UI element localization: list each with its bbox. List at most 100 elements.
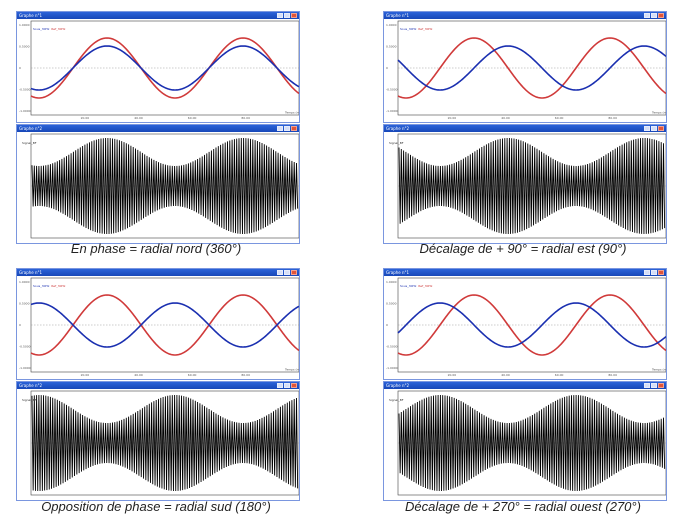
window-title: Graphe n°2 bbox=[19, 126, 43, 131]
panel-est: Graphe n°1 1.0000 0.5000 0 -0.5000 -1.0000 20.… bbox=[383, 11, 667, 246]
close-button[interactable] bbox=[291, 126, 297, 131]
variable-signal-line bbox=[397, 302, 666, 348]
x-tick-label: 40.00 bbox=[501, 116, 510, 120]
maximize-button[interactable] bbox=[284, 270, 290, 275]
legend-blue: Sous_30Hz bbox=[400, 284, 417, 288]
bottom-legend: Signal_BF bbox=[389, 398, 404, 402]
reference-signal-line bbox=[397, 294, 666, 356]
x-tick-label: 40.00 bbox=[134, 116, 143, 120]
y-tick-label: 0.5000 bbox=[386, 45, 397, 49]
window-titlebar[interactable]: Graphe n°1 bbox=[17, 12, 299, 19]
panel-sud: Graphe n°1 1.0000 0.5000 0 -0.5000 -1.0000 20.… bbox=[16, 268, 300, 503]
maximize-button[interactable] bbox=[651, 13, 657, 18]
close-button[interactable] bbox=[291, 270, 297, 275]
legend-blue: Sous_30Hz bbox=[33, 27, 50, 31]
graph-window-sine[interactable]: Graphe n°1 1.0000 0.5000 0 -0.5000 -1.0000 20.… bbox=[16, 11, 300, 123]
y-tick-label: 1.0000 bbox=[19, 23, 30, 27]
y-tick-label: -1.0000 bbox=[386, 366, 398, 370]
minimize-button[interactable] bbox=[277, 270, 283, 275]
minimize-button[interactable] bbox=[644, 126, 650, 131]
plot-area: 1.0000 0.5000 0 -0.5000 -1.0000 20.00 40.00 60.… bbox=[17, 276, 299, 379]
legend: Sous_30Hz Ref_30Hz bbox=[400, 27, 432, 31]
x-tick-label: 60.00 bbox=[555, 373, 564, 377]
window-titlebar[interactable]: Graphe n°1 bbox=[384, 12, 666, 19]
y-tick-label: 1.0000 bbox=[19, 280, 30, 284]
close-button[interactable] bbox=[658, 383, 664, 388]
sine-plot: 1.0000 0.5000 0 -0.5000 -1.0000 20.00 40.00 60.… bbox=[19, 20, 299, 120]
graph-window-modulated[interactable]: Graphe n°2 Signal_BF bbox=[16, 124, 300, 244]
graph-window-modulated[interactable]: Graphe n°2 Signal_BF bbox=[383, 124, 667, 244]
y-tick-label: 0.5000 bbox=[19, 302, 30, 306]
maximize-button[interactable] bbox=[651, 270, 657, 275]
bottom-legend: Signal_BF bbox=[389, 141, 404, 145]
window-titlebar[interactable]: Graphe n°2 bbox=[384, 382, 666, 389]
window-title: Graphe n°1 bbox=[19, 270, 43, 275]
window-titlebar[interactable]: Graphe n°1 bbox=[17, 269, 299, 276]
y-tick-label: -1.0000 bbox=[386, 109, 398, 113]
legend: Sous_30Hz Ref_30Hz bbox=[33, 27, 65, 31]
caption-nord: En phase = radial nord (360°) bbox=[70, 241, 242, 256]
variable-signal-line bbox=[30, 302, 299, 348]
maximize-button[interactable] bbox=[284, 383, 290, 388]
y-tick-label: -1.0000 bbox=[19, 366, 31, 370]
y-tick-label: -0.5000 bbox=[19, 345, 31, 349]
legend: Sous_30Hz Ref_30Hz bbox=[33, 284, 65, 288]
window-titlebar[interactable]: Graphe n°2 bbox=[17, 125, 299, 132]
maximize-button[interactable] bbox=[284, 13, 290, 18]
close-button[interactable] bbox=[291, 383, 297, 388]
y-tick-label: -0.5000 bbox=[386, 345, 398, 349]
legend-blue: Sous_30Hz bbox=[33, 284, 50, 288]
minimize-button[interactable] bbox=[644, 270, 650, 275]
legend-blue: Sous_30Hz bbox=[400, 27, 417, 31]
modulated-plot bbox=[30, 390, 299, 496]
minimize-button[interactable] bbox=[644, 13, 650, 18]
plot-area: Signal_BF bbox=[17, 132, 299, 243]
legend-red: Ref_30Hz bbox=[51, 27, 66, 31]
window-title: Graphe n°2 bbox=[386, 383, 410, 388]
sine-plot: 1.0000 0.5000 0 -0.5000 -1.0000 20.00 40.00 60.… bbox=[386, 277, 666, 377]
graph-window-modulated[interactable]: Graphe n°2 Signal_BF bbox=[16, 381, 300, 501]
close-button[interactable] bbox=[658, 13, 664, 18]
modulated-signal-trace bbox=[31, 394, 299, 491]
x-tick-label: 20.00 bbox=[448, 116, 457, 120]
close-button[interactable] bbox=[658, 270, 664, 275]
close-button[interactable] bbox=[658, 126, 664, 131]
minimize-button[interactable] bbox=[644, 383, 650, 388]
minimize-button[interactable] bbox=[277, 13, 283, 18]
minimize-button[interactable] bbox=[277, 126, 283, 131]
y-tick-label: 0 bbox=[19, 323, 21, 327]
window-titlebar[interactable]: Graphe n°2 bbox=[384, 125, 666, 132]
window-titlebar[interactable]: Graphe n°2 bbox=[17, 382, 299, 389]
graph-window-sine[interactable]: Graphe n°1 1.0000 0.5000 0 -0.5000 -1.0000 20.… bbox=[383, 11, 667, 123]
graph-window-sine[interactable]: Graphe n°1 1.0000 0.5000 0 -0.5000 -1.0000 20.… bbox=[383, 268, 667, 380]
modulated-signal-trace bbox=[31, 138, 299, 235]
graph-window-modulated[interactable]: Graphe n°2 Signal_BF bbox=[383, 381, 667, 501]
maximize-button[interactable] bbox=[651, 383, 657, 388]
caption-ouest: Décalage de + 270° = radial ouest (270°) bbox=[405, 499, 641, 514]
plot-area: Signal_BF bbox=[384, 132, 666, 243]
x-tick-label: 20.00 bbox=[81, 373, 90, 377]
bottom-legend: Signal_BF bbox=[22, 141, 37, 145]
panel-ouest: Graphe n°1 1.0000 0.5000 0 -0.5000 -1.0000 20.… bbox=[383, 268, 667, 503]
caption-est: Décalage de + 90° = radial est (90°) bbox=[419, 241, 627, 256]
modulated-plot bbox=[30, 133, 299, 239]
sine-plot: 1.0000 0.5000 0 -0.5000 -1.0000 20.00 40.00 60.… bbox=[19, 277, 299, 377]
y-tick-label: 1.0000 bbox=[386, 23, 397, 27]
maximize-button[interactable] bbox=[651, 126, 657, 131]
minimize-button[interactable] bbox=[277, 383, 283, 388]
legend: Sous_30Hz Ref_30Hz bbox=[400, 284, 432, 288]
x-tick-label: 80.00 bbox=[608, 373, 617, 377]
x-tick-label: 40.00 bbox=[501, 373, 510, 377]
window-title: Graphe n°2 bbox=[386, 126, 410, 131]
caption-sud: Opposition de phase = radial sud (180°) bbox=[41, 499, 271, 514]
close-button[interactable] bbox=[291, 13, 297, 18]
window-titlebar[interactable]: Graphe n°1 bbox=[384, 269, 666, 276]
legend-red: Ref_30Hz bbox=[418, 284, 433, 288]
x-axis-label: Temps (ms) bbox=[651, 111, 667, 115]
y-tick-label: 0.5000 bbox=[386, 302, 397, 306]
x-tick-label: 60.00 bbox=[188, 116, 197, 120]
y-tick-label: 1.0000 bbox=[386, 280, 397, 284]
maximize-button[interactable] bbox=[284, 126, 290, 131]
reference-signal-line bbox=[30, 294, 299, 356]
graph-window-sine[interactable]: Graphe n°1 1.0000 0.5000 0 -0.5000 -1.0000 20.… bbox=[16, 268, 300, 380]
